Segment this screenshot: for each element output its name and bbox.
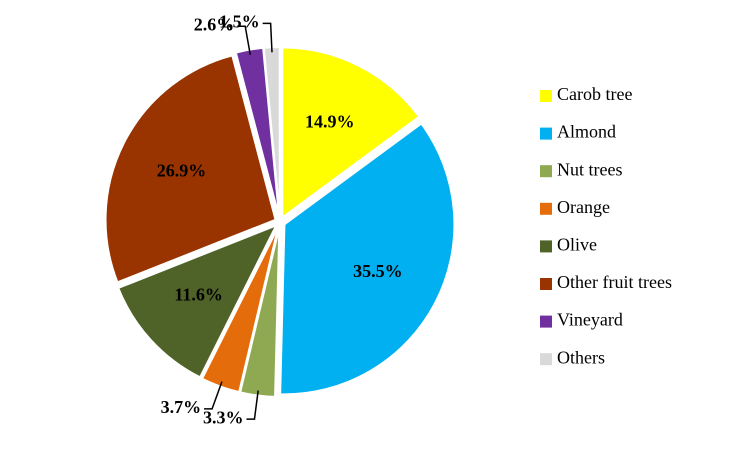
legend-marker [540,202,552,215]
legend-label: Almond [557,122,616,142]
legend-label: Nut trees [557,159,622,179]
value-label: 2.6% [194,14,235,34]
value-label: 14.9% [305,112,355,132]
pie-slice [281,46,421,220]
pie-slice [279,122,456,396]
legend-marker [540,240,552,253]
pie-slice [104,54,277,284]
value-label: 3.3% [203,407,244,427]
legend-label: Others [557,347,605,367]
value-label: 35.5% [353,261,403,281]
legend-marker [540,90,552,102]
pie-slice [116,223,279,379]
legend-marker [540,127,552,140]
legend-label: Olive [557,235,597,255]
legend-label: Orange [557,197,610,217]
value-label: 3.7% [161,397,202,417]
value-label: 11.6% [174,285,223,305]
legend-label: Vineyard [557,310,623,330]
legend-label: Other fruit trees [557,272,672,292]
legend-marker [540,315,552,328]
legend-label: Carob tree [557,84,632,104]
value-label: 1,5% [219,12,260,32]
leader-line [204,381,223,410]
value-label: 26.9% [157,160,207,180]
leader-line [237,25,252,55]
legend-marker [540,353,552,366]
legend-marker [540,165,552,178]
leader-line [262,22,273,53]
leader-line [246,390,259,420]
legend-marker [540,278,552,290]
